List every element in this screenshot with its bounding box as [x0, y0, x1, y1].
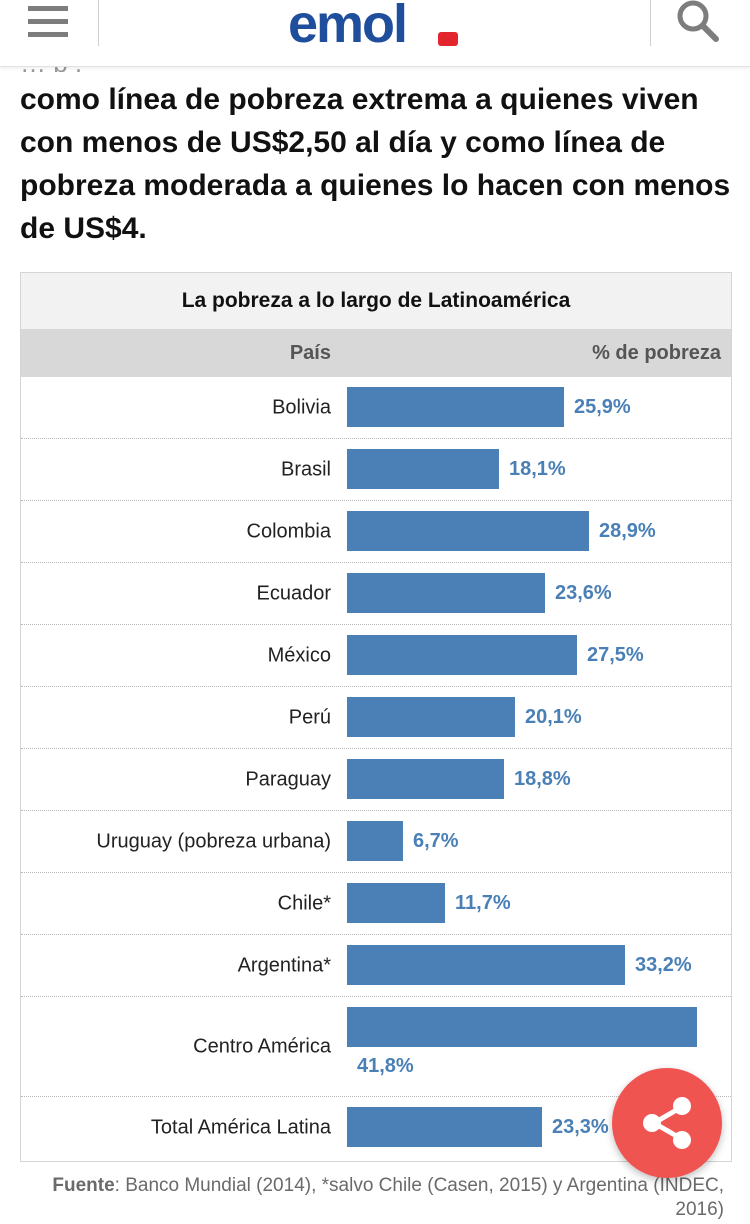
- country-label: Ecuador: [256, 582, 332, 604]
- table-row: Colombia 28,9%: [21, 501, 731, 563]
- share-icon: [643, 1097, 691, 1149]
- source-note: Fuente: Banco Mundial (2014), *salvo Chi…: [20, 1174, 724, 1222]
- poverty-bar: [347, 449, 499, 489]
- poverty-bar: [347, 635, 577, 675]
- country-label: México: [267, 644, 331, 666]
- poverty-bar: [347, 821, 403, 861]
- poverty-value-label: 25,9%: [574, 396, 631, 418]
- country-label: Paraguay: [245, 768, 331, 790]
- source-label: Fuente: [52, 1175, 115, 1196]
- column-header-poverty: % de pobreza: [592, 342, 721, 364]
- poverty-value-label: 18,8%: [514, 768, 571, 790]
- country-label: Total América Latina: [150, 1116, 331, 1138]
- top-navigation-bar: emol: [0, 0, 750, 67]
- hamburger-menu-icon[interactable]: [24, 4, 72, 40]
- poverty-bar: [347, 1107, 542, 1147]
- column-header-country: País: [289, 342, 331, 364]
- table-row: Chile* 11,7%: [21, 873, 731, 935]
- poverty-bar: [347, 945, 625, 985]
- poverty-bar: [347, 573, 545, 613]
- share-button[interactable]: [612, 1068, 722, 1178]
- country-label: Uruguay (pobreza urbana): [96, 830, 331, 852]
- poverty-bar: [347, 883, 445, 923]
- table-header-row: País % de pobreza: [21, 329, 731, 377]
- poverty-value-label: 23,6%: [555, 582, 612, 604]
- country-label: Centro América: [193, 1035, 331, 1057]
- poverty-bar: [347, 387, 564, 427]
- poverty-bar: [347, 697, 515, 737]
- logo-red-dot: [438, 32, 458, 46]
- poverty-table: La pobreza a lo largo de Latinoamérica P…: [20, 272, 732, 1162]
- table-row: Perú 20,1%: [21, 687, 731, 749]
- search-icon[interactable]: [672, 0, 722, 44]
- poverty-bar: [347, 759, 504, 799]
- poverty-bar: [347, 511, 589, 551]
- header-divider-left: [98, 0, 99, 46]
- table-row: Bolivia 25,9%: [21, 377, 731, 439]
- poverty-value-label: 41,8%: [357, 1055, 414, 1077]
- poverty-value-label: 11,7%: [455, 892, 511, 914]
- table-row: Uruguay (pobreza urbana) 6,7%: [21, 811, 731, 873]
- poverty-value-label: 28,9%: [599, 520, 656, 542]
- table-row: Centro América 41,8%: [21, 997, 731, 1097]
- poverty-value-label: 6,7%: [413, 830, 459, 852]
- table-row: Ecuador 23,6%: [21, 563, 731, 625]
- table-row: Brasil 18,1%: [21, 439, 731, 501]
- emol-logo[interactable]: emol: [288, 0, 408, 54]
- header-divider-right: [650, 0, 651, 46]
- table-row: Paraguay 18,8%: [21, 749, 731, 811]
- table-row: Total América Latina 23,3%: [21, 1097, 731, 1158]
- country-label: Argentina*: [237, 954, 331, 976]
- poverty-bar: [347, 1007, 697, 1047]
- poverty-value-label: 33,2%: [635, 954, 692, 976]
- country-label: Brasil: [280, 458, 331, 480]
- country-label: Chile*: [277, 892, 331, 914]
- country-label: Perú: [288, 706, 331, 728]
- table-body: Bolivia 25,9% Brasil 18,1% Colombia 28,9% Ecua…: [21, 377, 731, 1158]
- table-row: Argentina* 33,2%: [21, 935, 731, 997]
- poverty-value-label: 27,5%: [587, 644, 644, 666]
- country-label: Bolivia: [272, 396, 331, 418]
- article-paragraph: como línea de pobreza extrema a quienes …: [20, 83, 731, 245]
- poverty-value-label: 20,1%: [525, 706, 582, 728]
- poverty-value-label: 18,1%: [509, 458, 566, 480]
- country-label: Colombia: [246, 520, 331, 542]
- source-text: : Banco Mundial (2014), *salvo Chile (Ca…: [114, 1175, 724, 1220]
- poverty-value-label: 23,3%: [552, 1116, 609, 1138]
- table-title: La pobreza a lo largo de Latinoamérica: [21, 273, 731, 329]
- table-row: México 27,5%: [21, 625, 731, 687]
